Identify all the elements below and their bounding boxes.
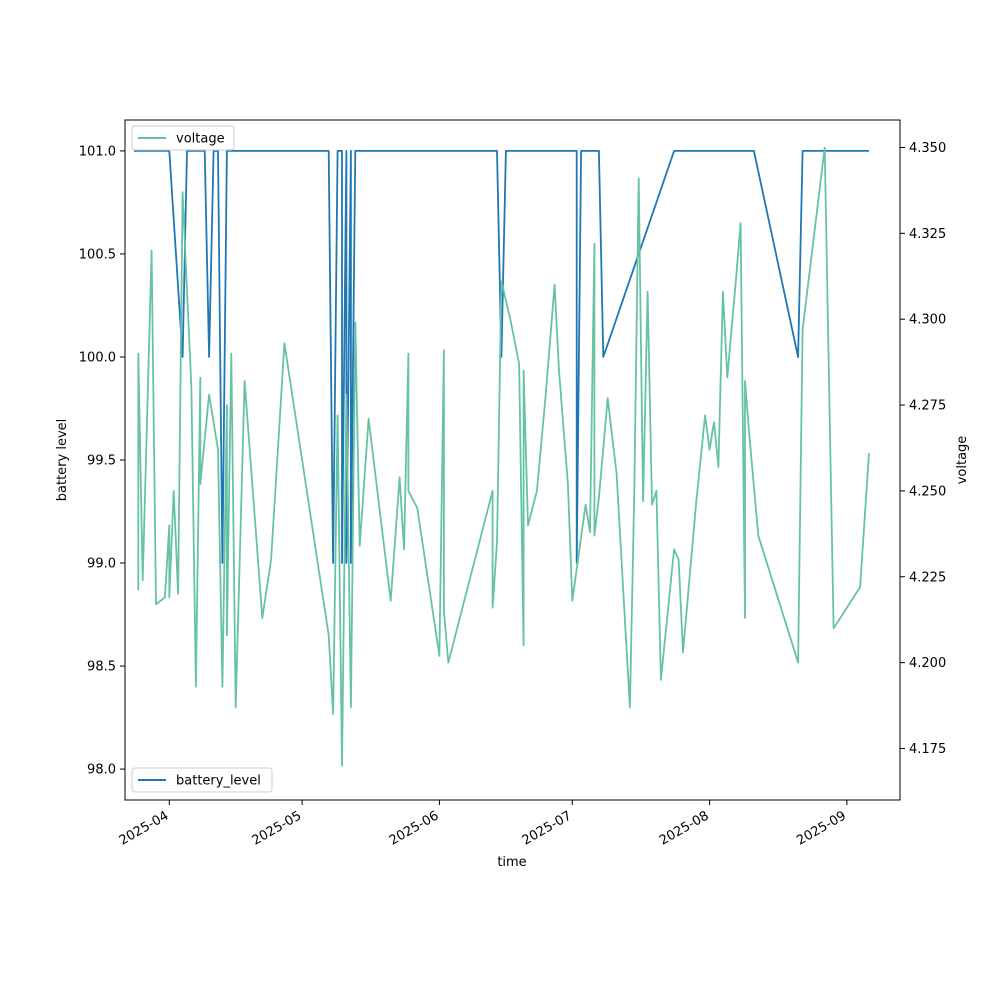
y-axis-left-label: battery level xyxy=(55,419,70,502)
legend-box xyxy=(131,767,273,793)
y-right-tick-label: 4.225 xyxy=(909,570,946,585)
legend-battery-level: battery_level xyxy=(131,767,273,793)
series-line-voltage xyxy=(137,146,870,767)
y-left-tick-label: 98.5 xyxy=(87,660,116,675)
legend-label: battery_level xyxy=(176,774,261,789)
y-right-tick-label: 4.175 xyxy=(909,742,946,757)
y-left-tick-label: 98.0 xyxy=(87,763,116,778)
y-left-tick-label: 100.5 xyxy=(79,247,116,262)
y-right-tick-label: 4.350 xyxy=(909,141,946,156)
y-right-tick-label: 4.300 xyxy=(909,313,946,328)
y-left-tick-label: 101.0 xyxy=(79,144,116,159)
y-left-tick-label: 100.0 xyxy=(79,350,116,365)
y-left-tick-label: 99.5 xyxy=(87,454,116,469)
y-right-tick-label: 4.325 xyxy=(909,227,946,242)
legend-label: voltage xyxy=(176,132,225,147)
y-left-tick-label: 99.0 xyxy=(87,557,116,572)
y-axis-right-label: voltage xyxy=(955,436,970,485)
legend-box xyxy=(131,125,235,151)
y-right-tick-label: 4.200 xyxy=(909,656,946,671)
legend-voltage: voltage xyxy=(131,125,235,151)
y-right-tick-label: 4.275 xyxy=(909,399,946,414)
y-right-tick-label: 4.250 xyxy=(909,484,946,499)
x-axis-label: time xyxy=(497,855,526,870)
plot-area xyxy=(133,146,870,767)
series-line-battery-level xyxy=(133,149,869,564)
